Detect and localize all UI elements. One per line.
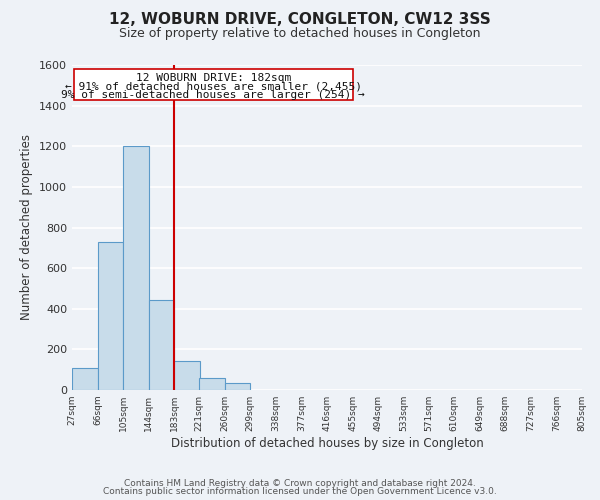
Text: Contains public sector information licensed under the Open Government Licence v3: Contains public sector information licen… bbox=[103, 487, 497, 496]
FancyBboxPatch shape bbox=[74, 69, 353, 100]
Bar bbox=[225, 383, 250, 390]
Bar bbox=[72, 368, 98, 390]
Bar bbox=[149, 300, 174, 390]
Text: 9% of semi-detached houses are larger (254) →: 9% of semi-detached houses are larger (2… bbox=[61, 90, 365, 101]
Bar bbox=[174, 360, 200, 390]
Bar bbox=[98, 242, 123, 390]
Bar bbox=[123, 146, 149, 390]
X-axis label: Distribution of detached houses by size in Congleton: Distribution of detached houses by size … bbox=[170, 437, 484, 450]
Text: Size of property relative to detached houses in Congleton: Size of property relative to detached ho… bbox=[119, 28, 481, 40]
Text: ← 91% of detached houses are smaller (2,455): ← 91% of detached houses are smaller (2,… bbox=[65, 81, 362, 91]
Y-axis label: Number of detached properties: Number of detached properties bbox=[20, 134, 34, 320]
Bar bbox=[199, 378, 225, 390]
Text: 12 WOBURN DRIVE: 182sqm: 12 WOBURN DRIVE: 182sqm bbox=[136, 72, 291, 83]
Text: 12, WOBURN DRIVE, CONGLETON, CW12 3SS: 12, WOBURN DRIVE, CONGLETON, CW12 3SS bbox=[109, 12, 491, 28]
Text: Contains HM Land Registry data © Crown copyright and database right 2024.: Contains HM Land Registry data © Crown c… bbox=[124, 478, 476, 488]
